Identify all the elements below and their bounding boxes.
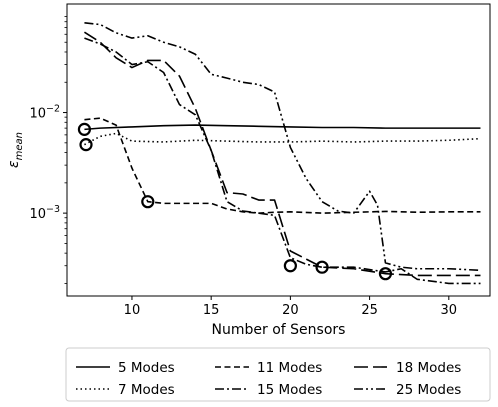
optimal-marker-1 (77, 122, 92, 136)
y-tick-label-0.001: 10−3 (29, 204, 60, 222)
x-axis-title: Number of Sensors (212, 322, 346, 338)
x-tick-label-15: 15 (203, 303, 220, 318)
x-tick-label-30: 30 (441, 303, 458, 318)
y-tick-label-0.01: 10−2 (29, 104, 60, 122)
optimal-marker-5 (315, 260, 329, 274)
axes-frame (66, 3, 491, 297)
legend-label-3: 11 Modes (257, 360, 322, 376)
legend-label-6: 25 Modes (396, 382, 461, 398)
series-line-2 (84, 132, 481, 146)
plot-area (84, 22, 481, 285)
x-tick-label-25: 25 (361, 303, 378, 318)
plot-layer (77, 22, 481, 285)
optimal-marker-2 (79, 138, 93, 152)
legend-box (65, 347, 491, 402)
series-line-4 (84, 37, 481, 285)
x-tick-label-20: 20 (282, 303, 299, 318)
y-axis-title: εmean (6, 132, 25, 168)
x-tick-label-10: 10 (124, 303, 141, 318)
series-line-5 (84, 31, 481, 277)
optimal-marker-3 (141, 195, 155, 209)
series-line-1 (84, 124, 481, 131)
series-line-6 (84, 22, 481, 272)
optimal-marker-4 (283, 259, 297, 273)
optimal-marker-6 (378, 267, 393, 281)
series-line-3 (84, 117, 481, 214)
legend-label-4: 15 Modes (257, 382, 322, 398)
legend-label-1: 5 Modes (118, 360, 175, 376)
legend-label-5: 18 Modes (396, 360, 461, 376)
legend: 5 Modes 7 Modes 11 Modes 15 Modes 18 Modes 25… (65, 347, 491, 402)
legend-label-2: 7 Modes (118, 382, 175, 398)
axes-layer: 10 15 20 25 30 10−3 10−2 Number of Sensors εmean (6, 3, 491, 338)
